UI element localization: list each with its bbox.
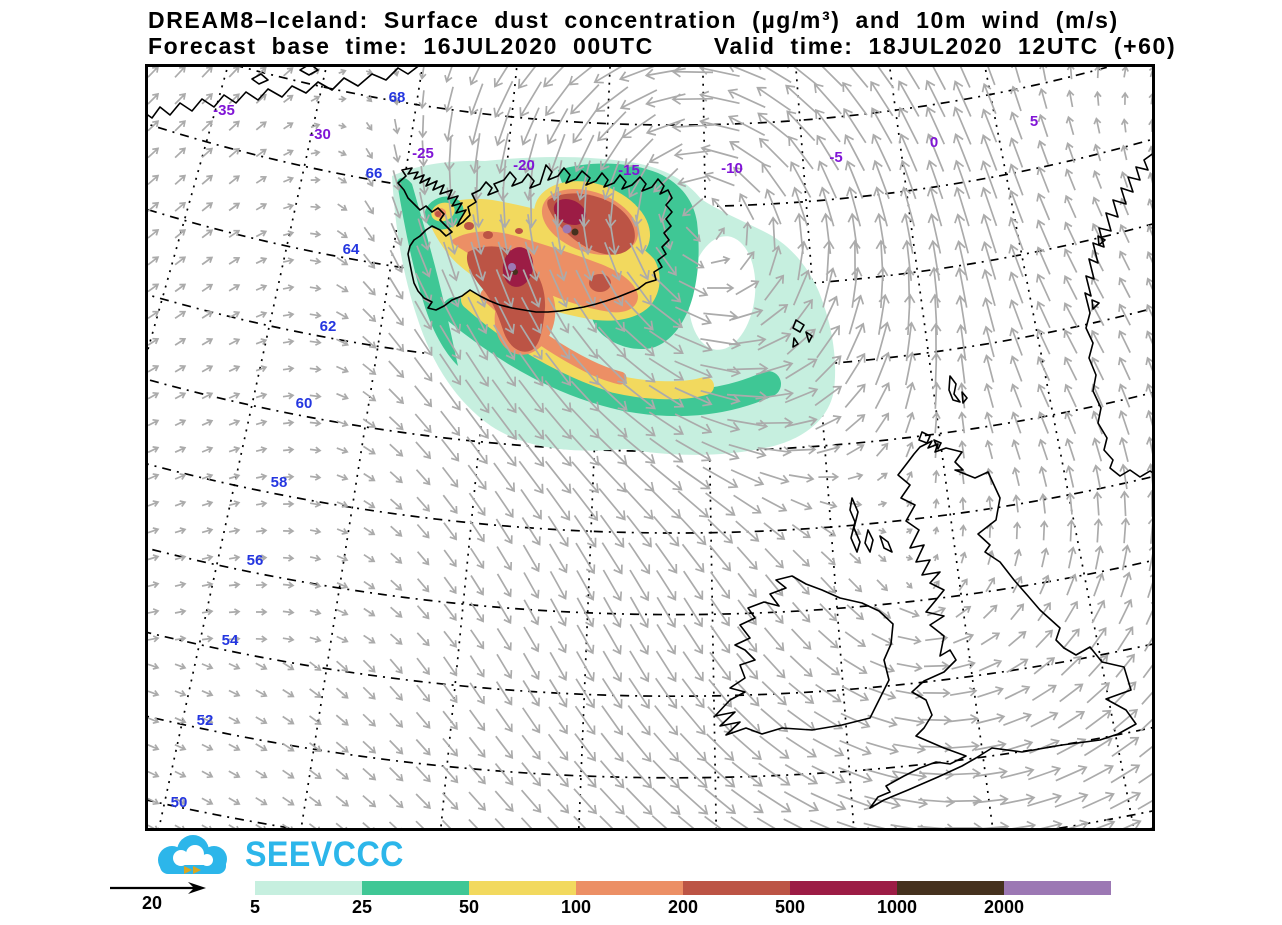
colorbar-segment	[362, 881, 469, 895]
colorbar-segment	[576, 881, 683, 895]
colorbar-segment	[897, 881, 1004, 895]
lon-label: -25	[412, 145, 434, 162]
coast-islands	[792, 319, 968, 553]
colorbar-tick-label: 500	[774, 897, 806, 917]
wind-scale-value: 20	[141, 893, 163, 913]
lon-label: -5	[829, 149, 842, 166]
colorbar-segment	[790, 881, 897, 895]
dust-colorbar-labels: 5 25 50 100 200 500 1000 2000	[0, 897, 1282, 919]
coast-greenland	[147, 66, 420, 119]
logo-text: SEEVCCC	[245, 835, 404, 874]
lat-label: 50	[171, 794, 188, 811]
colorbar-segment	[469, 881, 576, 895]
colorbar-segment	[1004, 881, 1111, 895]
colorbar-tick-label: 1000	[876, 897, 918, 917]
lat-label: 60	[296, 395, 313, 412]
lon-label: -20	[513, 157, 535, 174]
lat-label: 58	[271, 474, 288, 491]
map-frame	[145, 64, 1155, 831]
colorbar-tick-label: 50	[458, 897, 480, 917]
lon-label: 5	[1030, 113, 1038, 130]
lon-label: -15	[618, 162, 640, 179]
lat-label: 54	[222, 632, 239, 649]
lat-label: 64	[343, 241, 360, 258]
lon-label: -10	[721, 160, 743, 177]
lat-label: 68	[389, 89, 406, 106]
colorbar-tick-label: 5	[249, 897, 260, 917]
colorbar-tick-label: 2000	[983, 897, 1025, 917]
lon-label: 0	[930, 134, 938, 151]
dust-colorbar	[255, 881, 1111, 895]
coastline-layer	[147, 66, 1153, 809]
lon-label: -30	[309, 126, 331, 143]
lat-label: 56	[247, 552, 264, 569]
colorbar-tick-label: 100	[560, 897, 592, 917]
colorbar-tick-label: 25	[351, 897, 373, 917]
coast-norway	[1084, 152, 1153, 478]
colorbar-tick-label: 200	[667, 897, 699, 917]
colorbar-segment	[683, 881, 790, 895]
lat-label: 66	[366, 165, 383, 182]
seevccc-logo: SEEVCCC	[148, 833, 403, 881]
coast-iceland	[397, 164, 673, 313]
chart-subtitle: Forecast base time: 16JUL2020 00UTC Vali…	[148, 33, 1177, 59]
colorbar-segment	[255, 881, 362, 895]
coast-great-britain	[869, 440, 1137, 809]
wind-arrow-layer	[147, 66, 1153, 829]
chart-title: DREAM8–Iceland: Surface dust concentrati…	[148, 7, 1119, 33]
lat-label: 52	[197, 712, 214, 729]
lat-label: 62	[320, 318, 337, 335]
coast-ireland	[714, 575, 894, 736]
wind-scale-arrow-icon	[110, 882, 206, 894]
lon-label: -35	[213, 102, 235, 119]
cloud-icon	[158, 835, 227, 874]
